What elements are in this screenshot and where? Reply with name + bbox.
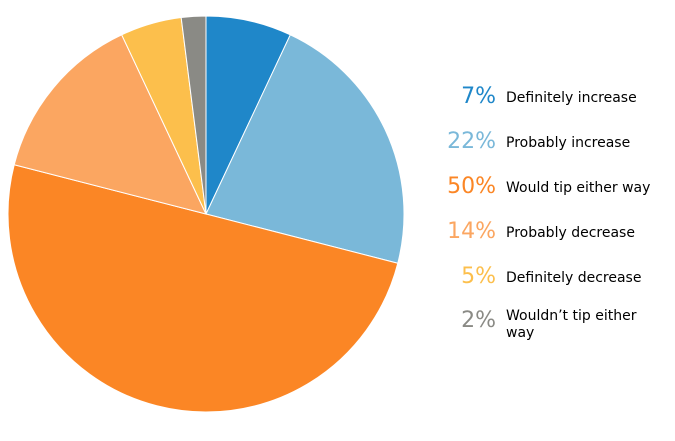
legend-pct-probably-increase: 22%: [447, 129, 496, 154]
pie-slice-wouldn-t-tip-either-way: [180, 15, 207, 215]
legend-pct-probably-decrease: 14%: [447, 219, 496, 244]
legend-item-probably-decrease: 14% Probably decrease: [428, 219, 666, 245]
legend-label-would-tip-either-way: Would tip either way: [506, 180, 651, 196]
legend-item-wouldnt-tip-either-way: 2% Wouldn’t tip either way: [428, 308, 666, 342]
legend-label-probably-decrease: Probably decrease: [506, 225, 635, 241]
pie-slice-probably-decrease: [13, 34, 207, 215]
legend-item-probably-increase: 22% Probably increase: [428, 129, 666, 155]
legend-label-wouldnt-tip-either-way: Wouldn’t tip either way: [506, 308, 637, 341]
legend-item-would-tip-either-way: 50% Would tip either way: [428, 174, 666, 200]
pie-chart: [7, 15, 405, 413]
legend-pct-definitely-increase: 7%: [461, 84, 496, 109]
legend-pct-definitely-decrease: 5%: [461, 264, 496, 289]
pie-slice-would-tip-either-way: [7, 164, 399, 413]
legend-pct-would-tip-either-way: 50%: [447, 174, 496, 199]
legend-label-probably-increase: Probably increase: [506, 135, 631, 151]
legend-item-definitely-decrease: 5% Definitely decrease: [428, 264, 666, 290]
legend-pct-wouldnt-tip-either-way: 2%: [461, 308, 496, 333]
pie-slice-probably-increase: [205, 34, 405, 264]
legend-item-definitely-increase: 7% Definitely increase: [428, 84, 666, 110]
legend-label-definitely-increase: Definitely increase: [506, 90, 637, 106]
legend-label-definitely-decrease: Definitely decrease: [506, 270, 642, 286]
